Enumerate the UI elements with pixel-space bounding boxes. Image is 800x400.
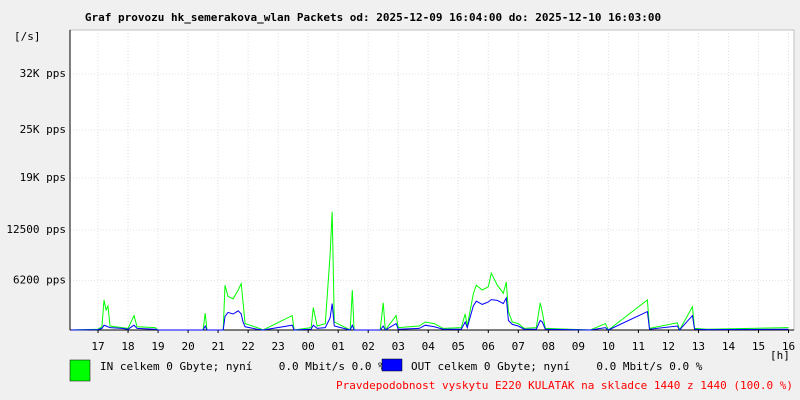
x-tick-label: 03 bbox=[392, 340, 405, 353]
x-tick-label: 23 bbox=[272, 340, 285, 353]
legend-swatch bbox=[69, 359, 91, 382]
x-tick-label: 06 bbox=[482, 340, 495, 353]
x-tick-label: 01 bbox=[332, 340, 345, 353]
y-tick-label: 19K pps bbox=[20, 171, 66, 184]
x-tick-label: 20 bbox=[181, 340, 194, 353]
chart-title: Graf provozu hk_semerakova_wlan Packets … bbox=[85, 11, 661, 24]
x-tick-label: 15 bbox=[752, 340, 765, 353]
x-tick-label: 10 bbox=[602, 340, 615, 353]
legend-swatch bbox=[381, 358, 403, 372]
y-tick-label: 12500 pps bbox=[6, 223, 66, 236]
x-tick-label: 16 bbox=[782, 340, 795, 353]
x-tick-label: 11 bbox=[632, 340, 645, 353]
x-tick-label: 13 bbox=[692, 340, 705, 353]
y-tick-label: 25K pps bbox=[20, 123, 66, 136]
y-tick-label: 6200 pps bbox=[13, 273, 66, 286]
plot-area bbox=[69, 29, 795, 331]
x-tick-label: 02 bbox=[362, 340, 375, 353]
legend-label: OUT celkem 0 Gbyte; nyní 0.0 Mbit/s 0.0 … bbox=[411, 360, 703, 373]
x-tick-label: 07 bbox=[512, 340, 525, 353]
y-tick-label: 32K pps bbox=[20, 67, 66, 80]
x-tick-label: 12 bbox=[662, 340, 675, 353]
x-tick-label: 05 bbox=[452, 340, 465, 353]
x-tick-label: 14 bbox=[722, 340, 736, 353]
x-tick-label: 21 bbox=[211, 340, 224, 353]
data-line bbox=[70, 296, 789, 331]
x-tick-label: 09 bbox=[572, 340, 585, 353]
x-tick-label: 19 bbox=[151, 340, 164, 353]
x-tick-label: 08 bbox=[542, 340, 555, 353]
legend-label: IN celkem 0 Gbyte; nyní 0.0 Mbit/s 0.0 % bbox=[100, 360, 385, 373]
x-tick-label: 00 bbox=[302, 340, 315, 353]
x-tick-label: 04 bbox=[422, 340, 436, 353]
annotation: Pravdepodobnost vyskytu E220 KULATAK na … bbox=[336, 379, 793, 392]
y-axis-label: [/s] bbox=[14, 30, 41, 43]
x-tick-label: 18 bbox=[121, 340, 134, 353]
x-axis-label: [h] bbox=[770, 349, 790, 362]
x-tick-label: 17 bbox=[91, 340, 104, 353]
x-tick-label: 22 bbox=[241, 340, 254, 353]
